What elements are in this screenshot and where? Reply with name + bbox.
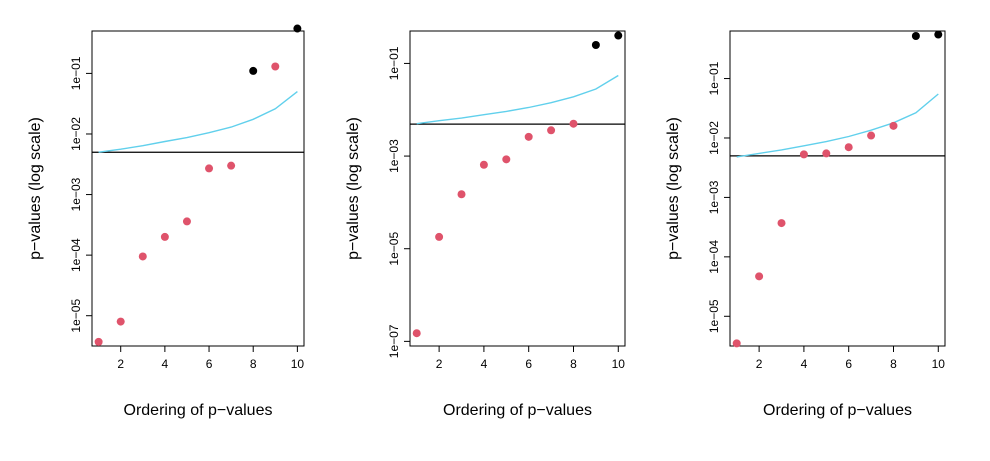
x-tick-label: 6 xyxy=(845,357,852,371)
y-tick-label: 1e−05 xyxy=(69,299,83,333)
pvalue-point-rejected xyxy=(160,232,169,241)
bh-line xyxy=(736,93,939,158)
y-tick-label: 1e−05 xyxy=(387,232,401,266)
pvalue-point-rejected xyxy=(435,232,444,241)
plot-frame xyxy=(91,30,305,347)
plot-frame xyxy=(409,30,626,347)
y-tick-label: 1e−01 xyxy=(387,46,401,80)
pvalue-point-not-rejected xyxy=(591,40,600,49)
y-tick-label: 1e−03 xyxy=(387,139,401,173)
x-tick-label: 6 xyxy=(206,357,213,371)
x-tick-label: 10 xyxy=(932,357,946,371)
pvalue-point-rejected xyxy=(205,164,214,173)
pvalue-point-not-rejected xyxy=(911,31,920,40)
x-tick-label: 2 xyxy=(436,357,443,371)
y-axis-title: p−values (log scale) xyxy=(665,117,682,260)
y-tick-label: 1e−03 xyxy=(707,180,721,214)
pvalue-point-rejected xyxy=(799,150,808,159)
x-tick-label: 2 xyxy=(117,357,124,371)
pvalue-point-rejected xyxy=(569,119,578,128)
x-tick-label: 4 xyxy=(801,357,808,371)
y-tick-label: 1e−03 xyxy=(69,177,83,211)
pvalue-point-not-rejected xyxy=(293,24,302,33)
bh-line xyxy=(416,74,619,125)
y-axis-title: p−values (log scale) xyxy=(345,117,362,260)
y-tick-label: 1e−02 xyxy=(69,117,83,151)
y-tick-label: 1e−01 xyxy=(707,61,721,95)
x-axis-title: Ordering of p−values xyxy=(763,402,912,419)
x-tick-label: 8 xyxy=(890,357,897,371)
plot-frame xyxy=(729,30,946,347)
y-tick-label: 1e−04 xyxy=(69,238,83,272)
pvalue-point-not-rejected xyxy=(614,31,623,40)
x-axis-title: Ordering of p−values xyxy=(124,402,273,419)
x-axis-title: Ordering of p−values xyxy=(443,402,592,419)
pvalue-point-rejected xyxy=(182,217,191,226)
y-tick-label: 1e−02 xyxy=(707,121,721,155)
x-tick-label: 6 xyxy=(525,357,532,371)
pvalue-point-rejected xyxy=(227,161,236,170)
x-tick-label: 10 xyxy=(291,357,305,371)
x-tick-label: 8 xyxy=(250,357,257,371)
pvalue-point-rejected xyxy=(412,329,421,338)
chart-panel-3: 2 4 6 8 10 1e−05 1e−04 1e−03 1e−02 1e−01 Ordering … xyxy=(665,30,946,419)
chart-panel-2: 2 4 6 8 10 1e−07 1e−05 1e−03 1e−01 Ordering of p−… xyxy=(345,30,626,419)
chart-panel-1: 2 4 6 8 10 1e−05 1e−04 1e−03 1e−02 1e−01 Ordering … xyxy=(27,24,305,419)
pvalue-point-rejected xyxy=(524,132,533,141)
pvalue-point-rejected xyxy=(116,317,125,326)
pvalue-point-rejected xyxy=(844,143,853,152)
pvalue-point-rejected xyxy=(867,131,876,140)
y-tick-label: 1e−04 xyxy=(707,240,721,274)
x-tick-label: 10 xyxy=(612,357,626,371)
pvalue-point-rejected xyxy=(777,219,786,228)
pvalue-point-rejected xyxy=(94,337,103,346)
x-tick-label: 4 xyxy=(481,357,488,371)
pvalue-point-rejected xyxy=(732,339,741,348)
pvalue-point-not-rejected xyxy=(934,30,943,39)
x-tick-label: 8 xyxy=(570,357,577,371)
pvalue-point-rejected xyxy=(889,121,898,130)
pvalue-point-rejected xyxy=(479,160,488,169)
pvalue-point-rejected xyxy=(547,126,556,135)
x-tick-label: 4 xyxy=(162,357,169,371)
pvalue-point-rejected xyxy=(822,149,831,158)
pvalue-point-rejected xyxy=(755,272,764,281)
y-axis-title: p−values (log scale) xyxy=(27,117,44,260)
pvalue-point-rejected xyxy=(138,252,147,261)
pvalue-point-rejected xyxy=(457,190,466,199)
pvalue-point-not-rejected xyxy=(249,66,258,75)
pvalue-point-rejected xyxy=(271,62,280,71)
y-tick-label: 1e−05 xyxy=(707,299,721,333)
y-tick-label: 1e−01 xyxy=(69,56,83,90)
bh-line xyxy=(98,91,298,153)
x-tick-label: 2 xyxy=(756,357,763,371)
y-tick-label: 1e−07 xyxy=(387,324,401,358)
pvalue-point-rejected xyxy=(502,155,511,164)
